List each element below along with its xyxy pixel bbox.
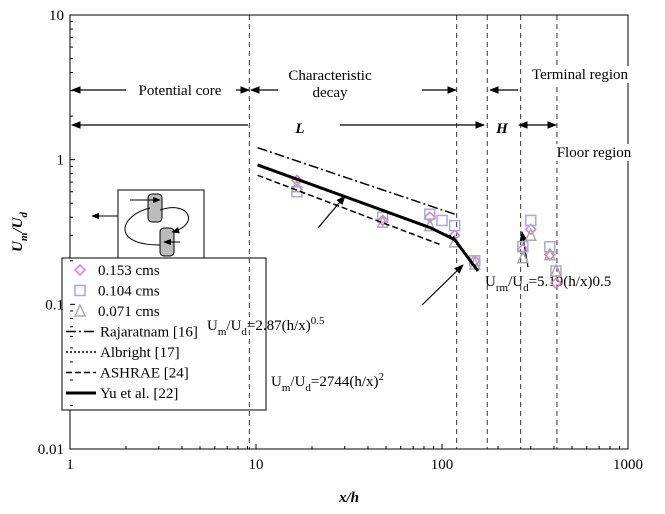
region-label: Terminal region (532, 67, 628, 83)
marker (376, 211, 389, 223)
marker (376, 214, 389, 227)
text-part: rm (496, 282, 509, 294)
inset-diagram (91, 189, 205, 261)
text-part: =2.87(h/x) (247, 318, 311, 334)
marker (543, 246, 557, 261)
marker (549, 263, 563, 277)
text-part: m (218, 326, 227, 338)
text-part: U (207, 318, 218, 334)
x-tick-label: 10 (249, 457, 264, 473)
y-tick-label: 0.1 (45, 297, 64, 313)
legend-label: 0.153 cms (98, 263, 160, 279)
annotation: Um​/Ud​=2.87(h/x)0.5​ (207, 315, 325, 338)
region-label-bg (291, 120, 308, 137)
legend-label: ASHRAE [24] (100, 366, 189, 382)
text-part: m (18, 232, 30, 241)
x-tick-label: 1000 (613, 457, 643, 473)
marker (549, 277, 563, 290)
text-part: m (282, 382, 291, 394)
text-part: /U (508, 274, 523, 290)
x-tick-label: 100 (431, 457, 454, 473)
plot-frame (69, 14, 629, 450)
legend (61, 257, 267, 411)
text-part: d (241, 326, 247, 338)
text-part: d (523, 282, 529, 294)
x-axis-label: x/h (338, 490, 359, 506)
annotation: Urm​/Ud​=5.19(h/x)0.5 (485, 274, 611, 294)
legend-swatch (74, 284, 86, 297)
marker (544, 241, 556, 253)
y-tick-label: 10 (49, 8, 64, 24)
marker (290, 178, 304, 193)
marker (524, 227, 537, 242)
region-label-bg (553, 144, 635, 161)
series-line (257, 174, 440, 246)
marker (516, 249, 529, 264)
region-label-bg (529, 66, 632, 83)
region-label-bg (309, 84, 351, 101)
legend-label: Albright [17] (100, 345, 180, 361)
text-part: d (18, 212, 30, 218)
y-tick-label: 0.01 (38, 442, 64, 458)
text-part: U (10, 240, 26, 252)
x-tick-label: 1 (66, 457, 74, 473)
text-part: /U (10, 216, 26, 233)
marker (448, 219, 461, 232)
region-label-bg (135, 82, 225, 99)
series-line (257, 146, 455, 215)
text-part: d (305, 382, 311, 394)
marker (516, 243, 529, 256)
region-label-bg (492, 120, 513, 137)
series-line (257, 163, 480, 272)
region-label: Characteristic (288, 68, 372, 84)
text-part: 2 (379, 371, 385, 383)
legend-swatch (73, 303, 87, 317)
region-label: Potential core (139, 83, 222, 99)
region-label: decay (313, 85, 348, 101)
region-arrows (71, 86, 557, 129)
region-label: H (495, 121, 509, 137)
marker (424, 208, 436, 220)
annotation: Um​/Ud​=2744(h/x)2​ (271, 371, 384, 394)
legend-label: Rajaratnam [16] (100, 325, 198, 341)
y-axis-label: Um​/Ud​ (10, 212, 30, 252)
text-part: =5.19(h/x)0.5 (529, 274, 612, 290)
legend-swatch (73, 263, 87, 277)
marker (524, 223, 537, 236)
marker (423, 211, 436, 224)
text-part: /U (290, 374, 305, 390)
region-label: L (294, 121, 304, 137)
region-label-bg (285, 67, 375, 84)
text-part: /U (226, 318, 241, 334)
marker (524, 214, 537, 227)
region-label: Floor region (557, 145, 632, 161)
legend-label: 0.071 cms (98, 304, 160, 320)
marker (436, 214, 448, 227)
legend-label: 0.104 cms (98, 284, 160, 300)
y-tick-label: 1 (57, 153, 65, 169)
text-part: U (485, 274, 496, 290)
text-part: U (271, 374, 282, 390)
text-part: =2744(h/x) (311, 374, 379, 390)
text-part: 0.5 (311, 315, 325, 327)
legend-label: Yu et al. [22] (100, 386, 178, 402)
